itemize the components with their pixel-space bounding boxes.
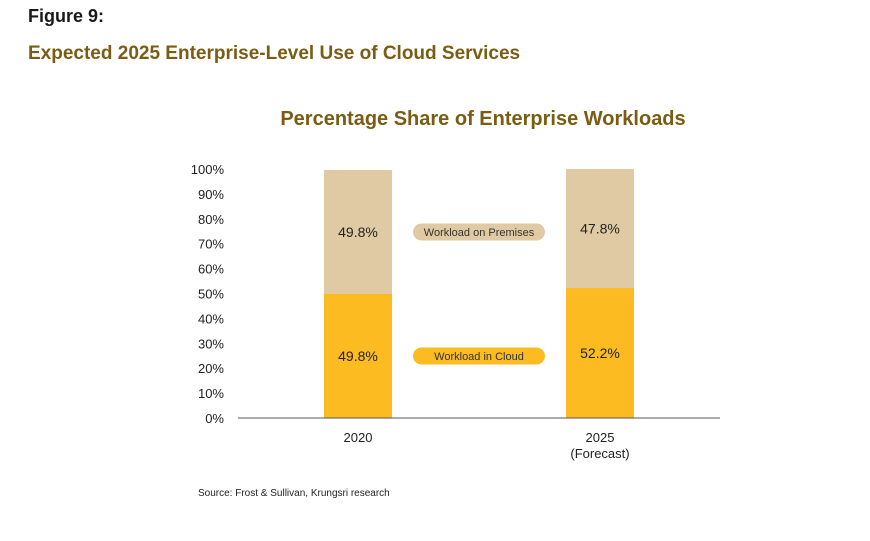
legend-swatch — [413, 347, 545, 365]
chart-title: Percentage Share of Enterprise Workloads — [280, 108, 686, 130]
legend-label: Workload on Premises — [424, 227, 535, 239]
figure-label: Figure 9: — [28, 6, 105, 26]
data-label: 47.8% — [580, 221, 620, 237]
y-tick-label: 50% — [198, 287, 224, 302]
y-tick-label: 20% — [198, 361, 224, 376]
y-tick-label: 80% — [198, 212, 224, 227]
x-tick-label: (Forecast) — [570, 446, 629, 461]
data-label: 52.2% — [580, 345, 620, 361]
y-tick-label: 70% — [198, 237, 224, 252]
data-label: 49.8% — [338, 224, 378, 240]
y-tick-label: 90% — [198, 187, 224, 202]
legend-label: Workload in Cloud — [434, 351, 524, 363]
bar-segment — [566, 169, 634, 289]
y-tick-label: 0% — [205, 411, 224, 426]
bar-segment — [566, 288, 634, 418]
y-tick-label: 40% — [198, 311, 224, 326]
y-tick-label: 60% — [198, 262, 224, 277]
x-tick-label: 2020 — [344, 430, 373, 445]
source-note: Source: Frost & Sullivan, Krungsri resea… — [198, 488, 390, 499]
legend-swatch — [413, 223, 545, 241]
y-tick-label: 10% — [198, 386, 224, 401]
y-tick-label: 30% — [198, 336, 224, 351]
data-label: 49.8% — [338, 348, 378, 364]
bar-segment — [324, 293, 392, 418]
figure-title: Expected 2025 Enterprise-Level Use of Cl… — [28, 43, 521, 64]
x-tick-label: 2025 — [586, 430, 615, 445]
y-tick-label: 100% — [191, 162, 225, 177]
bar-segment — [324, 169, 392, 294]
